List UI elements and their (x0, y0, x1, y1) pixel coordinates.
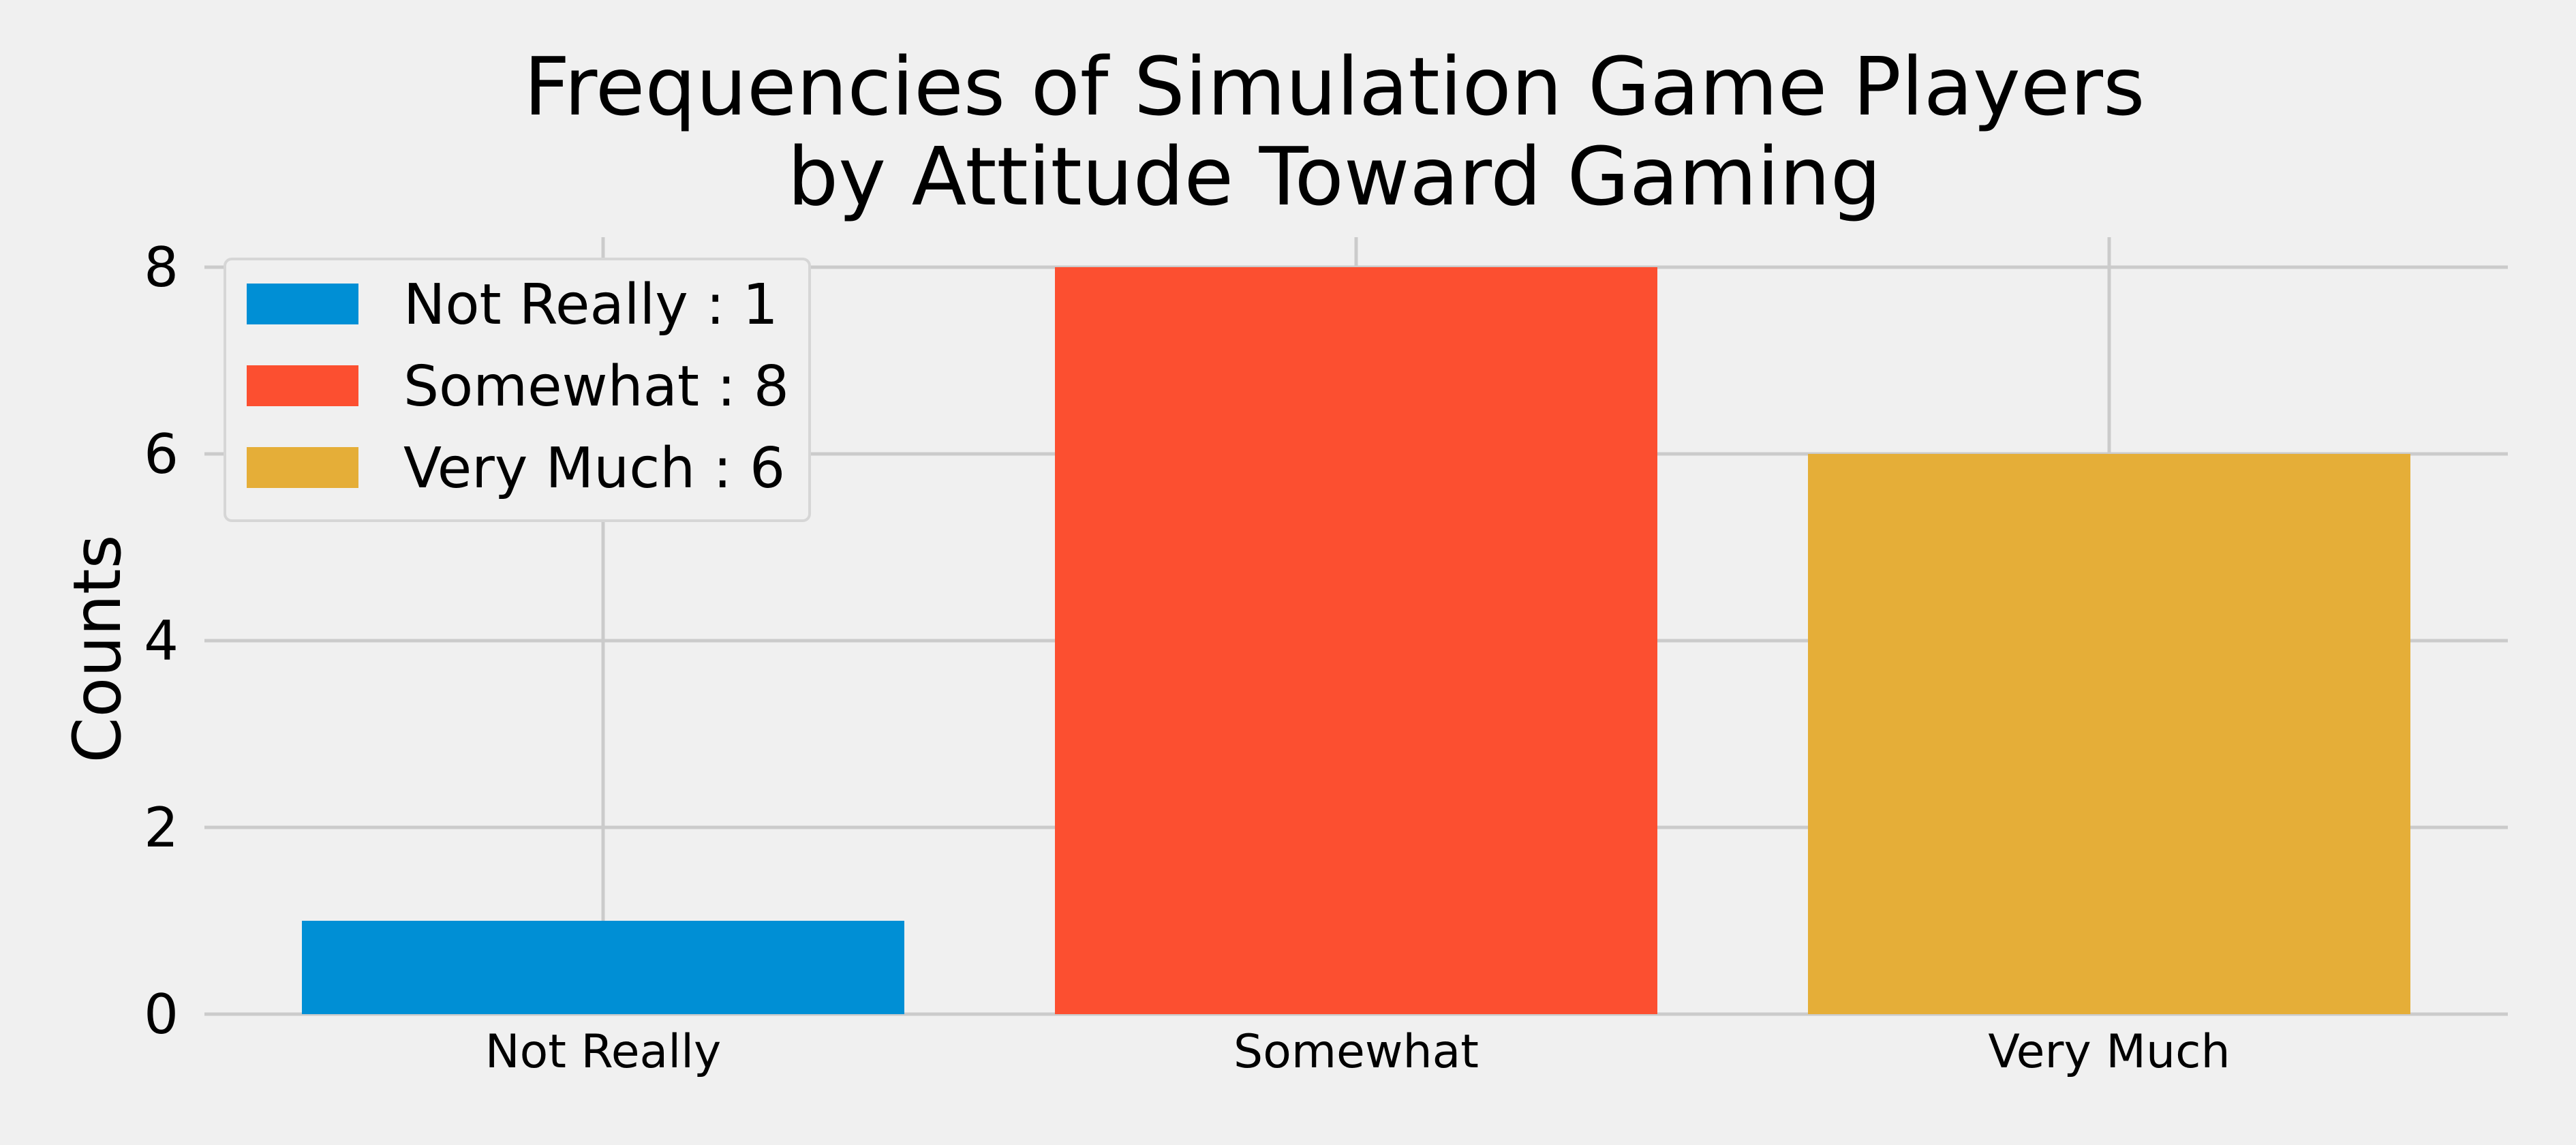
legend-label: Not Really : 1 (403, 273, 778, 337)
y-tick-label: 6 (144, 423, 179, 486)
x-tick-label: Very Much (1988, 1025, 2230, 1079)
legend-label: Very Much : 6 (403, 436, 785, 501)
y-axis-ticks: 0 2 4 6 8 (144, 236, 179, 1046)
y-tick-label: 0 (144, 983, 179, 1046)
legend-swatch (247, 284, 358, 324)
legend-label: Somewhat : 8 (403, 354, 789, 419)
y-tick-label: 8 (144, 236, 179, 299)
bar-not-really (302, 921, 904, 1014)
legend-swatch (247, 447, 358, 488)
bars (302, 267, 2410, 1014)
y-tick-label: 4 (144, 609, 179, 673)
bar-somewhat (1055, 267, 1657, 1014)
y-axis-label: Counts (59, 534, 136, 763)
x-tick-label: Somewhat (1233, 1025, 1479, 1079)
x-tick-label: Not Really (485, 1025, 721, 1079)
chart-title-line-1: Frequencies of Simulation Game Players (524, 40, 2145, 134)
bar-very-much (1808, 454, 2410, 1014)
chart-title-line-2: by Attitude Toward Gaming (787, 129, 1881, 224)
legend: Not Really : 1 Somewhat : 8 Very Much : 6 (224, 258, 811, 522)
x-axis-ticks: Not Really Somewhat Very Much (485, 1025, 2230, 1079)
legend-frame (224, 258, 811, 522)
y-tick-label: 2 (144, 796, 179, 859)
legend-swatch (247, 365, 358, 406)
